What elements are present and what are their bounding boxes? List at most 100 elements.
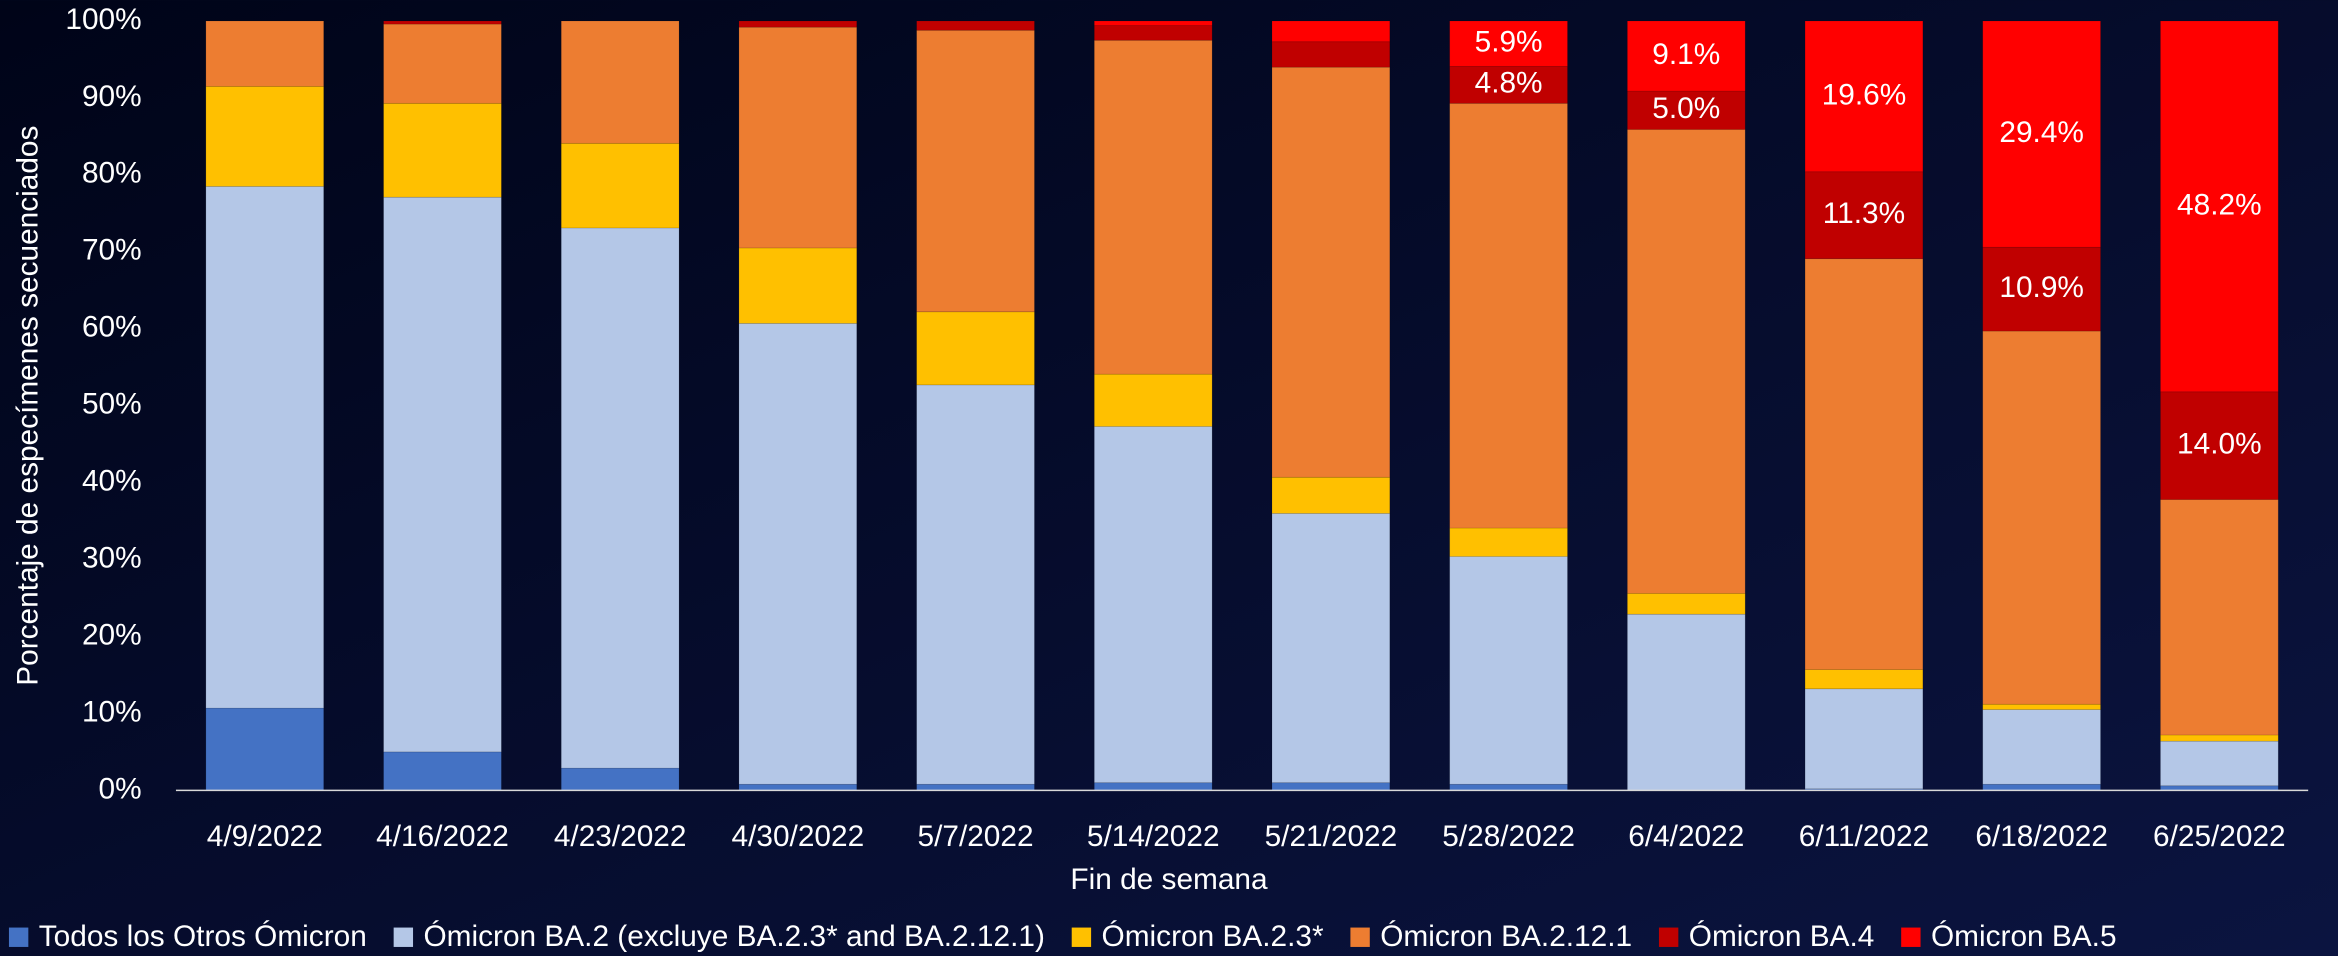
bar-segment [1271, 66, 1391, 478]
bar-segment [1804, 688, 1924, 790]
bar-segment [1093, 25, 1213, 41]
data-label: 5.0% [1652, 92, 1720, 125]
bar-segment [1093, 426, 1213, 784]
data-label: 4.8% [1475, 67, 1543, 100]
bar-segment [1093, 373, 1213, 427]
bar-segment [1627, 20, 1746, 92]
y-tick-label: 20% [82, 618, 142, 651]
bar-segment [560, 227, 680, 769]
bar-segment [2160, 740, 2279, 787]
bar-segment [1449, 783, 1568, 791]
bar-segment [1804, 258, 1924, 670]
bar-segment [738, 26, 858, 249]
x-tick-label: 4/9/2022 [207, 820, 323, 853]
legend-label: Ómicron BA.2.3* [1102, 920, 1324, 953]
bar-segment [1449, 527, 1568, 557]
x-tick-label: 6/4/2022 [1628, 820, 1744, 853]
bar-segment [560, 767, 680, 791]
bar-segment [916, 783, 1035, 791]
data-label: 48.2% [2177, 188, 2262, 221]
bar-segment [916, 384, 1035, 785]
bar-segment [383, 196, 502, 753]
y-tick-label: 70% [82, 234, 142, 267]
legend-label: Ómicron BA.2 (excluye BA.2.3* and BA.2.1… [423, 920, 1044, 953]
bar-segment [738, 20, 858, 28]
bar-segment [560, 142, 680, 229]
x-tick-label: 4/16/2022 [376, 820, 509, 853]
x-axis-title: Fin de semana [1070, 863, 1268, 896]
y-tick-label: 50% [82, 388, 142, 421]
bar-segment [383, 751, 502, 791]
data-label: 11.3% [1823, 197, 1905, 230]
bar-segment [1627, 593, 1746, 615]
x-tick-label: 4/23/2022 [554, 820, 687, 853]
bar-segment [1271, 476, 1391, 514]
bar-segment [738, 322, 858, 785]
legend-swatch [1350, 927, 1370, 947]
bar-segment [1271, 782, 1391, 791]
y-tick-label: 30% [82, 541, 142, 574]
data-label: 29.4% [1999, 116, 2084, 149]
bar-segment [1982, 709, 2101, 785]
bar-segment [1449, 102, 1568, 529]
y-tick-label: 10% [82, 695, 142, 728]
bar-segment [1093, 782, 1213, 791]
bar-segment [1982, 20, 2101, 248]
bar-segment [205, 86, 325, 187]
legend-label: Todos los Otros Ómicron [39, 920, 367, 953]
legend-swatch [1658, 927, 1679, 947]
bar-segment [383, 20, 502, 25]
y-tick-label: 100% [65, 3, 141, 36]
x-tick-label: 5/14/2022 [1087, 820, 1220, 853]
y-axis-title: Porcentaje de especímenes secuenciados [12, 126, 45, 686]
bar-segment [560, 20, 680, 144]
y-tick-label: 60% [82, 311, 142, 344]
legend-label: Ómicron BA.4 [1689, 920, 1875, 953]
bar-segment [738, 783, 858, 791]
x-tick-label: 4/30/2022 [732, 820, 865, 853]
data-label: 14.0% [2177, 428, 2262, 461]
x-tick-label: 6/25/2022 [2153, 820, 2286, 853]
legend-label: Ómicron BA.5 [1931, 920, 2117, 953]
bar-segment [916, 20, 1035, 31]
bar-segment [1093, 39, 1213, 375]
data-label: 5.9% [1475, 26, 1543, 59]
x-tick-label: 6/11/2022 [1799, 820, 1929, 853]
bar-segment [205, 20, 325, 87]
bar-segment [2160, 734, 2279, 742]
bar-segment [1449, 556, 1568, 785]
data-label: 9.1% [1652, 38, 1720, 71]
bar-segment [205, 707, 325, 791]
x-tick-label: 6/18/2022 [1975, 820, 2108, 853]
data-label: 10.9% [1999, 271, 2084, 304]
bar-segment [1804, 171, 1924, 260]
y-tick-label: 0% [99, 772, 142, 805]
bar-segment [916, 311, 1035, 386]
bar-segment [1982, 330, 2101, 705]
bar-segment [1982, 783, 2101, 791]
bar-segment [1271, 20, 1391, 43]
legend-swatch [1071, 927, 1092, 947]
bar-segment [2160, 499, 2279, 736]
y-tick-label: 80% [82, 157, 142, 190]
x-tick-label: 5/7/2022 [918, 820, 1034, 853]
bar-segment [1271, 513, 1391, 784]
x-tick-label: 5/21/2022 [1265, 820, 1398, 853]
y-tick-label: 40% [82, 464, 142, 497]
data-label: 19.6% [1822, 78, 1907, 111]
bar-segment [1804, 20, 1924, 173]
bar-segment [383, 102, 502, 198]
legend-swatch [393, 927, 414, 947]
bar-segment [1982, 703, 2101, 710]
bar-segment [383, 23, 502, 104]
bar-segment [1449, 20, 1568, 67]
bar-segment [1093, 20, 1213, 26]
legend-swatch [8, 927, 29, 947]
bar-segment [1449, 66, 1568, 104]
bar-segment [1627, 90, 1746, 130]
bar-segment [1627, 129, 1746, 594]
bar-segment [738, 247, 858, 324]
bar-segment [916, 29, 1035, 313]
bar-segment [2160, 20, 2279, 393]
